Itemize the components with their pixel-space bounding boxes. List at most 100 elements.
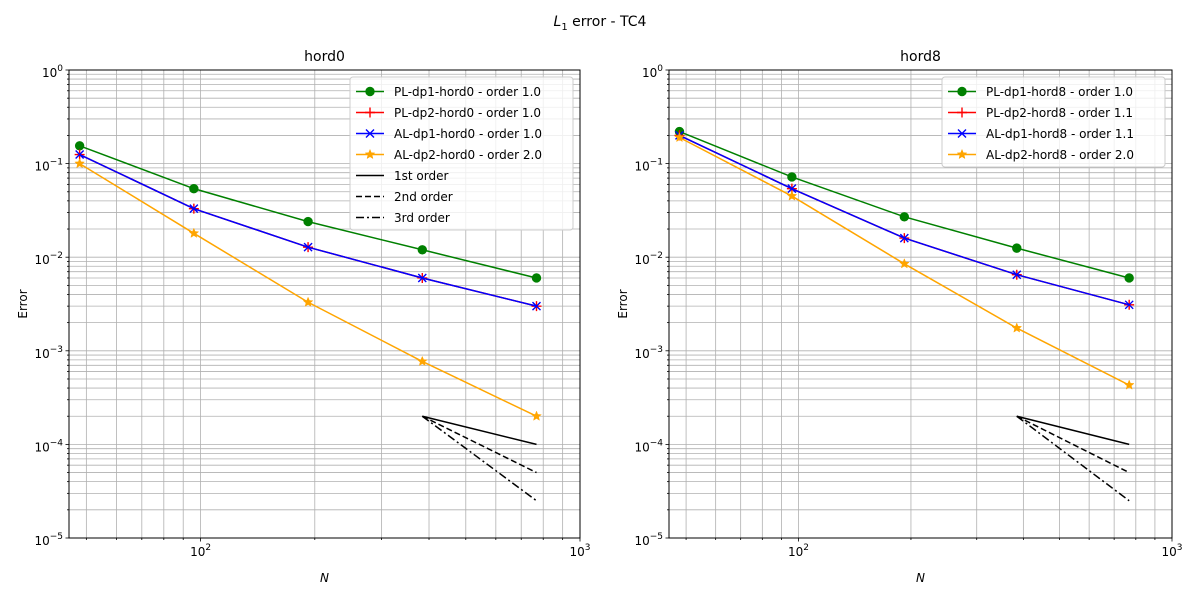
legend-label: PL-dp2-hord0 - order 1.0	[394, 106, 541, 120]
series-line	[1016, 415, 1130, 446]
legend-entry: PL-dp2-hord0 - order 1.0	[356, 106, 541, 120]
series-AL-dp1-hord0	[75, 150, 541, 311]
plot-area	[674, 126, 1135, 502]
x-axis-label: N	[320, 571, 329, 585]
data-point	[75, 150, 85, 160]
y-tick-label: 10−3	[34, 345, 63, 361]
data-point	[1012, 270, 1022, 280]
legend-marker	[957, 86, 967, 97]
legend-marker	[365, 107, 375, 118]
data-point	[1012, 243, 1022, 253]
y-tick-label: 10−5	[634, 532, 663, 548]
x-tick-label: 103	[1161, 543, 1182, 559]
y-axis-label: Error	[16, 289, 30, 318]
legend-label: AL-dp2-hord8 - order 2.0	[986, 148, 1134, 162]
legend-frame	[941, 76, 1166, 168]
y-tick-label: 10−3	[634, 345, 663, 361]
figure-suptitle: L1 error - TC4	[554, 14, 647, 33]
series-1st	[422, 415, 537, 446]
subplot-hord8: 102 103 10−5 10−4 10−3 10−2 10−1 100 N Error hord8…	[616, 49, 1183, 585]
legend-label: PL-dp2-hord8 - order 1.1	[986, 106, 1133, 120]
x-tick-label: 102	[788, 543, 809, 559]
data-point	[532, 301, 541, 311]
subplot-title: hord8	[900, 49, 941, 65]
y-tick-label: 10−2	[634, 251, 663, 267]
legend-entry: PL-dp2-hord8 - order 1.1	[948, 106, 1133, 120]
legend-entry: 2nd order	[356, 190, 453, 204]
data-point	[1124, 300, 1134, 310]
series-reference-dashed	[1016, 415, 1130, 474]
data-point	[1123, 379, 1135, 390]
series-line	[1016, 415, 1130, 502]
data-point	[1124, 273, 1134, 283]
legend-marker	[957, 129, 967, 138]
data-point	[74, 141, 85, 151]
y-tick-label: 10−4	[634, 438, 663, 454]
series-reference-solid	[1016, 415, 1130, 446]
legend: PL-dp1-hord0 - order 1.0 PL-dp2-hord0 - o…	[349, 76, 574, 231]
data-point	[417, 245, 427, 255]
x-tick-label: 102	[190, 543, 211, 559]
legend-label: 2nd order	[394, 190, 453, 204]
legend-frame	[349, 76, 574, 231]
data-point	[74, 157, 86, 169]
y-tick-label: 10−1	[34, 158, 63, 174]
legend-label: 1st order	[394, 169, 448, 183]
data-point	[786, 190, 798, 201]
series-reference-dashdot	[1016, 415, 1130, 502]
legend: PL-dp1-hord8 - order 1.0 PL-dp2-hord8 - o…	[941, 76, 1166, 168]
data-point	[787, 184, 797, 194]
plot-area	[74, 141, 542, 502]
data-point	[531, 410, 542, 421]
legend-entry: AL-dp2-hord0 - order 2.0	[356, 148, 542, 162]
legend-label: 3rd order	[394, 211, 450, 225]
legend-entry: 1st order	[356, 169, 448, 183]
legend-marker	[957, 107, 967, 118]
legend-marker	[365, 86, 375, 97]
data-point	[417, 273, 427, 283]
y-tick-label: 100	[642, 64, 663, 80]
legend-label: AL-dp1-hord8 - order 1.1	[986, 127, 1134, 141]
legend-entry: PL-dp1-hord0 - order 1.0	[356, 85, 541, 99]
series-AL-dp2-hord0	[74, 157, 542, 421]
axes-frame	[68, 69, 581, 539]
data-point	[303, 216, 313, 227]
data-point	[416, 355, 428, 367]
series-line	[422, 415, 537, 446]
series-PL-dp1-hord0	[74, 141, 542, 283]
x-axis-label: N	[916, 571, 925, 585]
legend-entry: 3rd order	[356, 211, 450, 225]
y-tick-label: 10−4	[34, 438, 63, 454]
legend-entry: AL-dp1-hord8 - order 1.1	[948, 127, 1134, 141]
legend-label: AL-dp2-hord0 - order 2.0	[394, 148, 542, 162]
data-point	[189, 204, 199, 214]
axes-frame	[668, 69, 1173, 539]
data-point	[188, 227, 200, 238]
y-tick-label: 100	[42, 64, 63, 80]
legend-entry: PL-dp1-hord8 - order 1.0	[948, 85, 1133, 99]
x-tick-label: 103	[569, 543, 590, 559]
series-AL-dp2-hord8	[674, 131, 1135, 390]
series-3rd	[421, 415, 537, 502]
legend-label: AL-dp1-hord0 - order 1.0	[394, 127, 542, 141]
data-point	[531, 273, 542, 283]
data-point	[787, 172, 797, 182]
subplot-title: hord0	[304, 49, 345, 65]
legend-entry: AL-dp1-hord0 - order 1.0	[356, 127, 542, 141]
legend-marker	[364, 148, 376, 160]
series-line	[421, 415, 537, 502]
series-line	[1016, 415, 1130, 474]
y-tick-label: 10−2	[34, 251, 63, 267]
legend-marker	[956, 148, 968, 160]
data-point	[899, 212, 910, 222]
data-point	[189, 183, 199, 194]
subplot-hord0: 102 103 10−5 10−4 10−3 10−2 10−1 100 N Error hord0…	[16, 49, 591, 585]
series-line	[421, 415, 537, 474]
y-tick-label: 10−1	[634, 158, 663, 174]
data-point	[674, 131, 685, 143]
legend-entry: AL-dp2-hord8 - order 2.0	[948, 148, 1134, 162]
data-point	[899, 233, 909, 243]
data-point	[898, 258, 910, 269]
y-tick-label: 10−5	[34, 532, 63, 548]
series-2nd	[421, 415, 537, 474]
